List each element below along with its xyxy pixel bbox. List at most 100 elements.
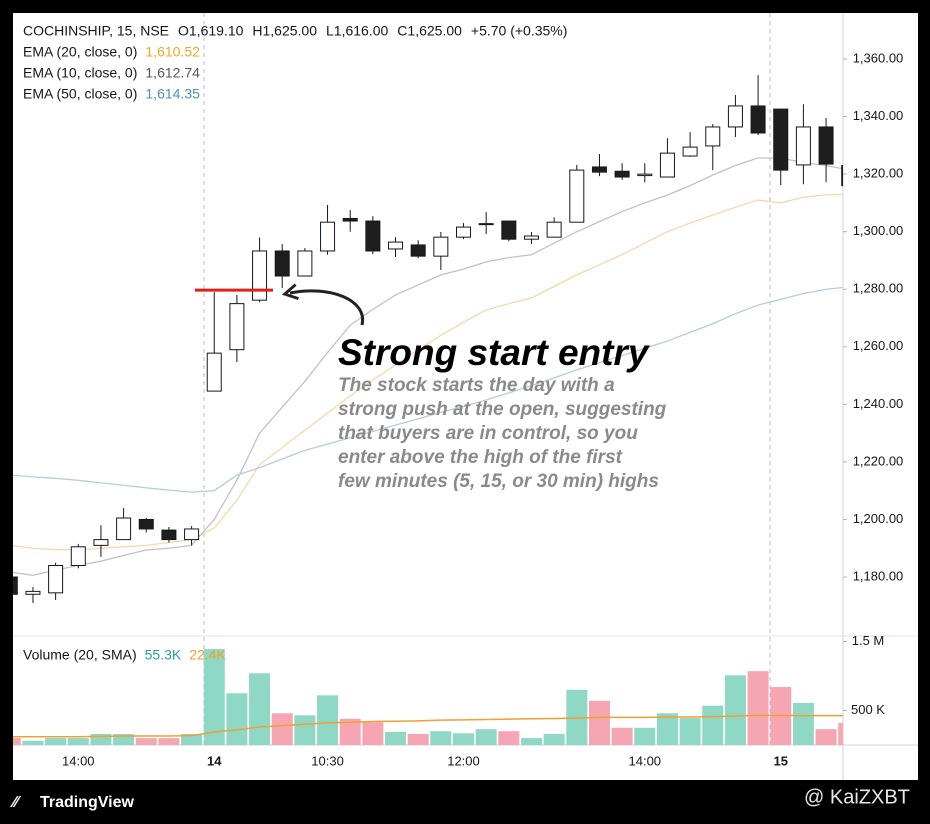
plot-area [13, 75, 843, 745]
candle-body [274, 250, 290, 277]
candle-body [659, 152, 675, 178]
ema-line [13, 286, 843, 493]
candle-body [546, 221, 562, 238]
legend-value: 1,610.52 [145, 44, 200, 60]
legend-value: 1,612.74 [145, 65, 200, 81]
volume-bar [45, 738, 67, 745]
annotation-line: that buyers are in control, so you [338, 423, 638, 444]
volume-bar [453, 733, 474, 745]
volume-bar [838, 722, 843, 745]
volume-bar [226, 693, 248, 745]
candle-body [184, 528, 200, 541]
brand: TradingView [40, 794, 135, 811]
volume-bar [611, 727, 633, 745]
y-tick-label: 1,360.00 [853, 50, 904, 65]
volume-bar [498, 731, 520, 745]
overlay: The stock starts the day with a strong pu… [195, 288, 667, 492]
y-tick-label: 1,220.00 [853, 453, 904, 468]
annotation-line: The stock starts the day with a [338, 375, 615, 396]
sma-line [13, 714, 843, 738]
candle-body [388, 241, 404, 250]
legend-label: EMA (10, close, 0) [23, 65, 137, 81]
volume-bar [22, 740, 44, 745]
x-tick-label: 14:00 [629, 753, 662, 768]
volume-value: 55.3K [145, 647, 182, 663]
sma-value: 22.4K [189, 647, 226, 663]
ema-line [13, 157, 843, 576]
volume-bar [135, 738, 157, 745]
volume-bar [792, 702, 814, 745]
y-tick-label: 1,280.00 [853, 281, 904, 296]
ohlc-value: L1,616.00 [326, 23, 388, 39]
volume-bar [362, 722, 384, 745]
y-tick-label: 1,320.00 [853, 166, 904, 181]
candle-body [229, 303, 245, 351]
volume-title: Volume (20, SMA) [23, 647, 137, 663]
volume-bar [679, 718, 701, 745]
ohlc-value: C1,625.00 [397, 23, 462, 39]
candle-body [478, 223, 494, 226]
volume-bar [702, 705, 724, 745]
legend-label: EMA (50, close, 0) [23, 86, 137, 102]
candle-body [433, 236, 449, 257]
ema-line [13, 193, 843, 551]
candle-body [456, 226, 471, 238]
candle-body [705, 126, 721, 147]
volume-bar [249, 673, 271, 745]
candle-body [93, 539, 109, 546]
annotation-line: few minutes (5, 15, or 30 min) highs [338, 471, 659, 492]
volume-bar [407, 733, 429, 745]
annotation-line: enter above the high of the first [338, 447, 623, 468]
candle-body [25, 590, 41, 595]
volume-bar [588, 700, 610, 745]
x-tick-label: 10:30 [311, 753, 344, 768]
candle-body [501, 220, 517, 240]
x-tick-label: 14 [207, 753, 222, 768]
candle-body [342, 217, 358, 222]
volume-bar [747, 671, 769, 745]
candle-body [614, 170, 630, 178]
symbol: COCHINSHIP, 15, NSE [23, 23, 169, 39]
candle-body [569, 169, 585, 223]
ohlc-value: H1,625.00 [252, 23, 317, 39]
y-tick-label: 1,260.00 [853, 338, 904, 353]
brand-logo: ⁄⁄ [10, 794, 22, 811]
volume-bar [724, 675, 746, 745]
candle-body [138, 518, 154, 530]
candle-body [13, 576, 18, 595]
ohlc-value: +5.70 (+0.35%) [471, 23, 568, 39]
volume-bar [294, 715, 316, 745]
legend-label: EMA (20, close, 0) [23, 44, 137, 60]
arrow [281, 283, 365, 326]
volume-bar [271, 713, 293, 745]
candle-body [48, 564, 64, 594]
y-tick-label: 1,200.00 [853, 511, 904, 526]
volume-bar [67, 738, 89, 745]
volume-bar [113, 733, 135, 745]
candle-body [795, 126, 811, 166]
volume-bar [181, 733, 203, 745]
candle-body [320, 221, 336, 252]
candle-body [70, 546, 86, 566]
watermark: @ KaiZXBT [804, 786, 910, 808]
volume-bar [815, 729, 837, 745]
candle-body [365, 220, 381, 252]
candle-body [841, 165, 843, 187]
candle-body [773, 108, 789, 171]
candle-body [750, 105, 766, 134]
volume-bar [203, 649, 225, 745]
volume-bar [339, 718, 361, 745]
annotation-line: strong push at the open, suggesting [338, 399, 667, 420]
volume-bar [634, 727, 656, 745]
y-tick-label: 1,180.00 [853, 568, 904, 583]
y-tick-label: 1,340.00 [853, 108, 904, 123]
candle-body [637, 173, 653, 177]
y-tick-label: 500 K [851, 702, 885, 717]
volume-bar [13, 738, 21, 745]
y-tick-label: 1,240.00 [853, 396, 904, 411]
candle-body [161, 529, 177, 541]
x-tick-label: 14:00 [62, 753, 95, 768]
candle-body [297, 250, 313, 277]
candle-body [682, 146, 698, 157]
